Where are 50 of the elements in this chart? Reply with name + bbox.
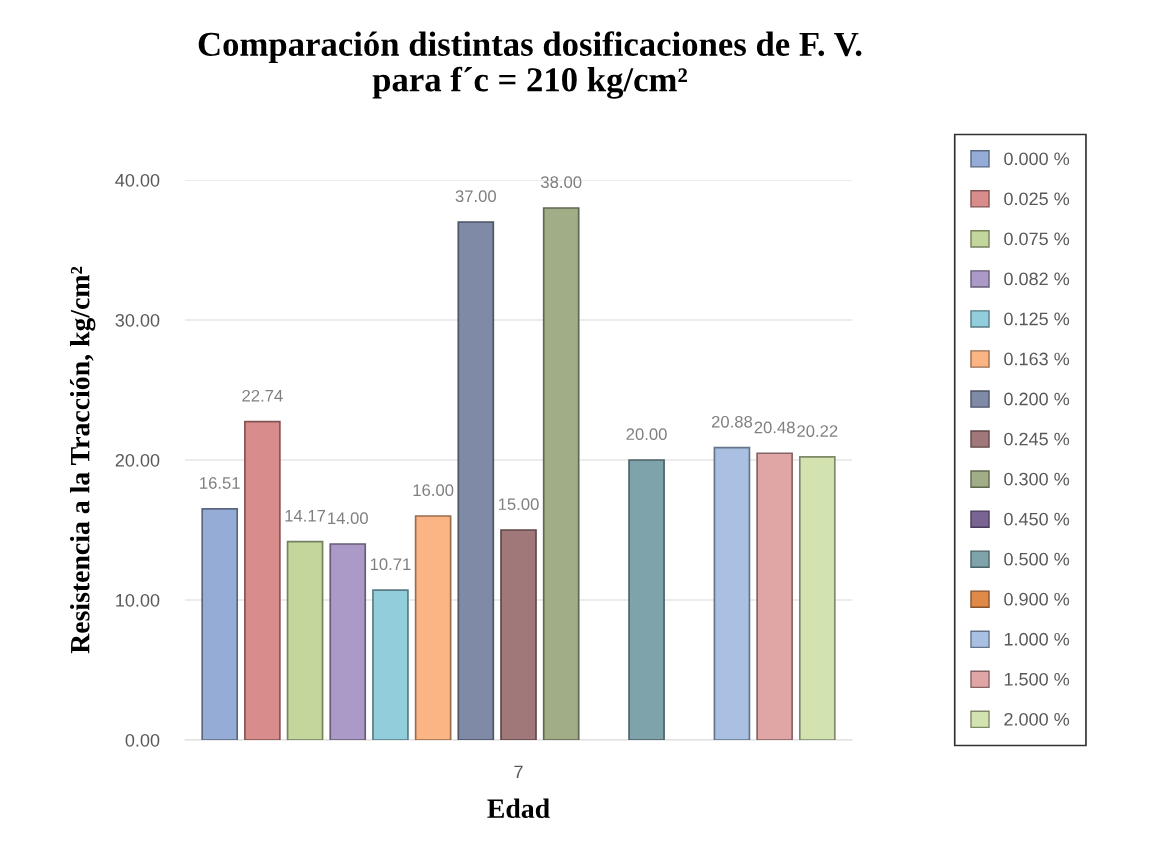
legend-label: 0.082 % xyxy=(1004,272,1070,286)
legend-label: 0.125 % xyxy=(1004,312,1070,326)
chart-title: Comparación distintas dosificaciones de F. V. para f´c = 210 kg/cm² xyxy=(198,31,862,99)
legend-label: 0.900 % xyxy=(1004,592,1070,606)
legend-label: 2.000 % xyxy=(1004,712,1070,726)
data-label: 14.00 xyxy=(328,512,368,525)
legend-label: 0.200 % xyxy=(1004,392,1070,406)
data-label: 22.74 xyxy=(242,389,283,402)
legend-label: 1.500 % xyxy=(1004,672,1070,686)
data-label: 10.71 xyxy=(370,558,411,571)
y-tick-label: 40.00 xyxy=(115,173,160,187)
data-label: 20.22 xyxy=(797,425,838,437)
data-label: 14.17 xyxy=(285,510,326,522)
legend-label: 0.245 % xyxy=(1004,432,1070,446)
bar xyxy=(628,459,665,740)
bar xyxy=(500,529,537,740)
data-label: 20.00 xyxy=(626,428,667,441)
legend-label: 0.000 % xyxy=(1004,152,1070,166)
x-tick-label: 7 xyxy=(514,765,523,779)
bar xyxy=(286,540,324,740)
bar xyxy=(414,515,452,740)
y-tick-label: 10.00 xyxy=(116,593,160,607)
legend-label: 0.300 % xyxy=(1004,472,1070,486)
bar xyxy=(798,456,836,740)
bar xyxy=(713,446,751,740)
legend-label: 0.163 % xyxy=(1004,352,1070,366)
data-label: 16.00 xyxy=(413,484,454,497)
y-tick-label: 20.00 xyxy=(115,453,160,467)
data-label: 20.88 xyxy=(711,415,753,428)
data-label: 37.00 xyxy=(455,190,497,203)
legend-label: 0.025 % xyxy=(1004,192,1070,206)
data-label: 38.00 xyxy=(540,176,582,189)
legend-label: 0.075 % xyxy=(1004,232,1070,246)
x-axis-title: Edad xyxy=(487,798,550,819)
y-tick-label: 30.00 xyxy=(115,313,160,327)
bar xyxy=(372,589,409,740)
bar xyxy=(542,207,580,740)
bar xyxy=(756,452,793,740)
bar xyxy=(457,221,495,740)
legend-label: 0.500 % xyxy=(1004,552,1070,566)
y-tick-label: 0.00 xyxy=(125,733,160,747)
bar xyxy=(329,543,367,740)
bar xyxy=(201,508,239,740)
data-label: 16.51 xyxy=(200,477,240,489)
y-axis-title: Resistencia a la Tracción, kg/cm² xyxy=(69,266,96,654)
data-label: 15.00 xyxy=(498,498,539,511)
data-label: 20.48 xyxy=(754,421,795,434)
legend-label: 1.000 % xyxy=(1004,632,1070,646)
bar xyxy=(244,420,281,740)
legend-label: 0.450 % xyxy=(1004,512,1070,526)
